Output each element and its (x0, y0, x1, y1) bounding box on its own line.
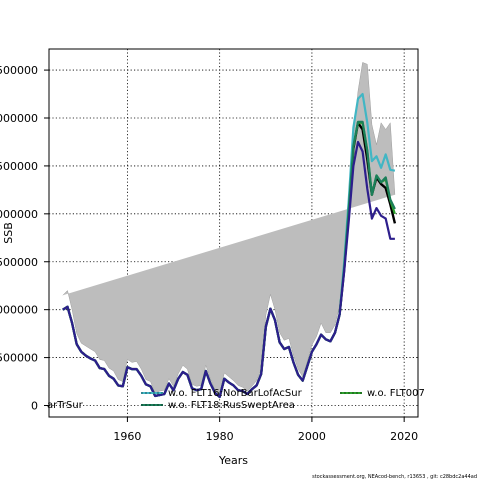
x-axis-label: Years (218, 454, 248, 467)
y-tick-label: 3500000 (0, 64, 38, 77)
confidence-band-area (62, 62, 396, 395)
axis-ticks: 1960 1980 2000 2020 0 500000 1000000 1500000 200… (0, 64, 418, 443)
footer-note: stockassessment.org, NEAcod-bench, r1365… (312, 474, 477, 480)
y-tick-label: 500000 (0, 352, 38, 365)
confidence-band (62, 62, 396, 395)
y-tick-label: 0 (31, 400, 38, 413)
plot-frame (48, 48, 419, 418)
legend-label: arTrSur (47, 400, 84, 411)
x-tick-label: 2000 (298, 430, 326, 443)
x-tick-label: 1980 (206, 430, 234, 443)
legend-label: w.o. FLT18:RusSweptArea (168, 400, 295, 411)
y-tick-label: 1500000 (0, 256, 38, 269)
y-tick-label: 2000000 (0, 208, 38, 221)
series-lines (62, 92, 397, 399)
y-tick-label: 2500000 (0, 160, 38, 173)
x-tick-label: 1960 (113, 430, 141, 443)
legend-label: w.o. FLT16:NorBarLofAcSur (168, 388, 303, 399)
y-tick-label: 3000000 (0, 112, 38, 125)
series-line-5 (62, 140, 395, 398)
x-tick-label: 2020 (390, 430, 418, 443)
legend-label: w.o. FLT007 (367, 388, 425, 399)
y-tick-label: 1000000 (0, 304, 38, 317)
y-axis-label: SSB (2, 222, 15, 244)
